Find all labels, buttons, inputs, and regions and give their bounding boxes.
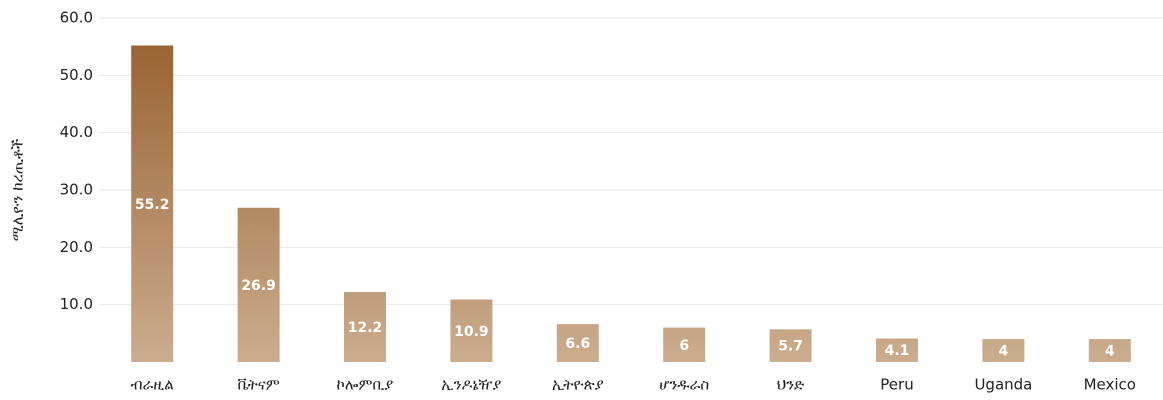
y-tick-label: 30.0: [60, 181, 93, 199]
bar: [982, 339, 1025, 362]
x-tick-label: ኢንዶኔዥያ: [441, 376, 501, 394]
data-label: 4: [999, 344, 1009, 360]
x-tick-label: ኢትዮጵያ: [552, 376, 604, 394]
bar: [769, 329, 812, 362]
x-tick-label: ህንድ: [777, 376, 805, 394]
data-label: 5.7: [778, 339, 803, 355]
x-tick-label: ኮሎምቢያ: [337, 376, 394, 394]
x-tick-label: ቬትናም: [237, 376, 279, 394]
bar: [556, 324, 599, 362]
bar: [876, 338, 918, 362]
bar: [1088, 339, 1131, 362]
data-label: 10.9: [454, 324, 489, 340]
x-tick-label: ብራዚል: [131, 376, 174, 394]
data-label: 6.6: [565, 336, 590, 352]
y-tick-label: 50.0: [60, 66, 93, 84]
data-label: 55.2: [135, 197, 170, 213]
y-axis-title: ሚሊዮን ከረጢቶች: [9, 138, 28, 241]
y-tick-label: 20.0: [60, 238, 93, 256]
data-label: 12.2: [348, 320, 383, 336]
x-tick-label: Mexico: [1084, 376, 1136, 394]
x-tick-label: Uganda: [974, 376, 1032, 394]
bar: [344, 292, 386, 362]
y-tick-label: 10.0: [60, 295, 93, 313]
x-tick-label: ሆንዱራስ: [659, 376, 709, 394]
data-label: 4: [1105, 344, 1115, 360]
y-tick-label: 60.0: [60, 9, 93, 27]
x-tick-label: Peru: [880, 376, 913, 394]
data-label: 26.9: [241, 278, 276, 294]
bar: [663, 327, 706, 362]
y-tick-label: 40.0: [60, 123, 93, 141]
bar: [237, 207, 280, 362]
bar: [450, 299, 493, 362]
data-label: 6: [679, 338, 689, 354]
bar: [131, 45, 174, 363]
data-label: 4.1: [885, 343, 910, 359]
